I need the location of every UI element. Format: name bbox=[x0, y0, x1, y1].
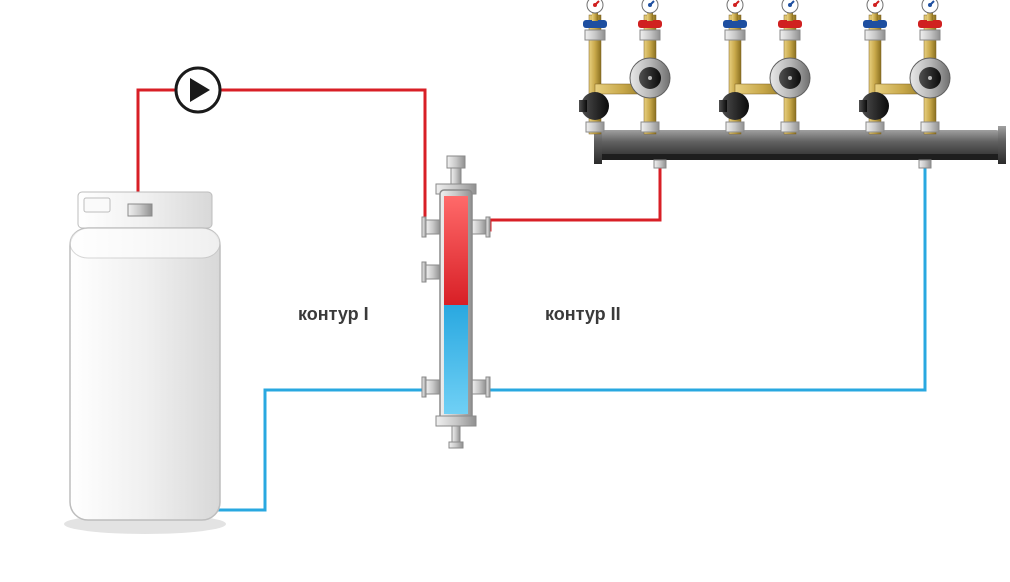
label-contour-1: контур I bbox=[298, 304, 369, 324]
pump-group-2 bbox=[719, 0, 810, 134]
manifold bbox=[579, 0, 1006, 168]
boiler bbox=[64, 192, 226, 534]
pump-group-1 bbox=[579, 0, 670, 134]
hydraulic-separator bbox=[422, 156, 490, 448]
label-contour-2: контур II bbox=[545, 304, 621, 324]
pipe-cold-from-manifold bbox=[490, 160, 925, 390]
heating-diagram: контур I контур II bbox=[0, 0, 1010, 582]
circulation-pump-icon bbox=[176, 68, 220, 112]
pipe-hot-to-manifold bbox=[470, 160, 660, 230]
pump-group-3 bbox=[859, 0, 950, 134]
